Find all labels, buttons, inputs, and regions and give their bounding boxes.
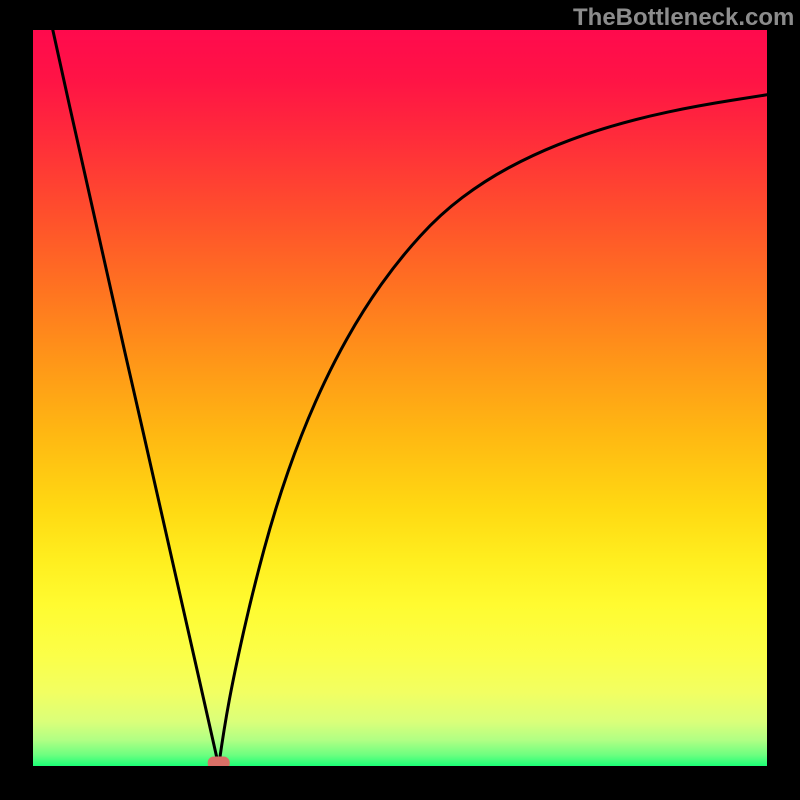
bottleneck-chart (33, 30, 767, 766)
gradient-background (33, 30, 767, 766)
chart-svg (33, 30, 767, 766)
minimum-marker (208, 757, 230, 766)
watermark-label: TheBottleneck.com (573, 4, 794, 32)
